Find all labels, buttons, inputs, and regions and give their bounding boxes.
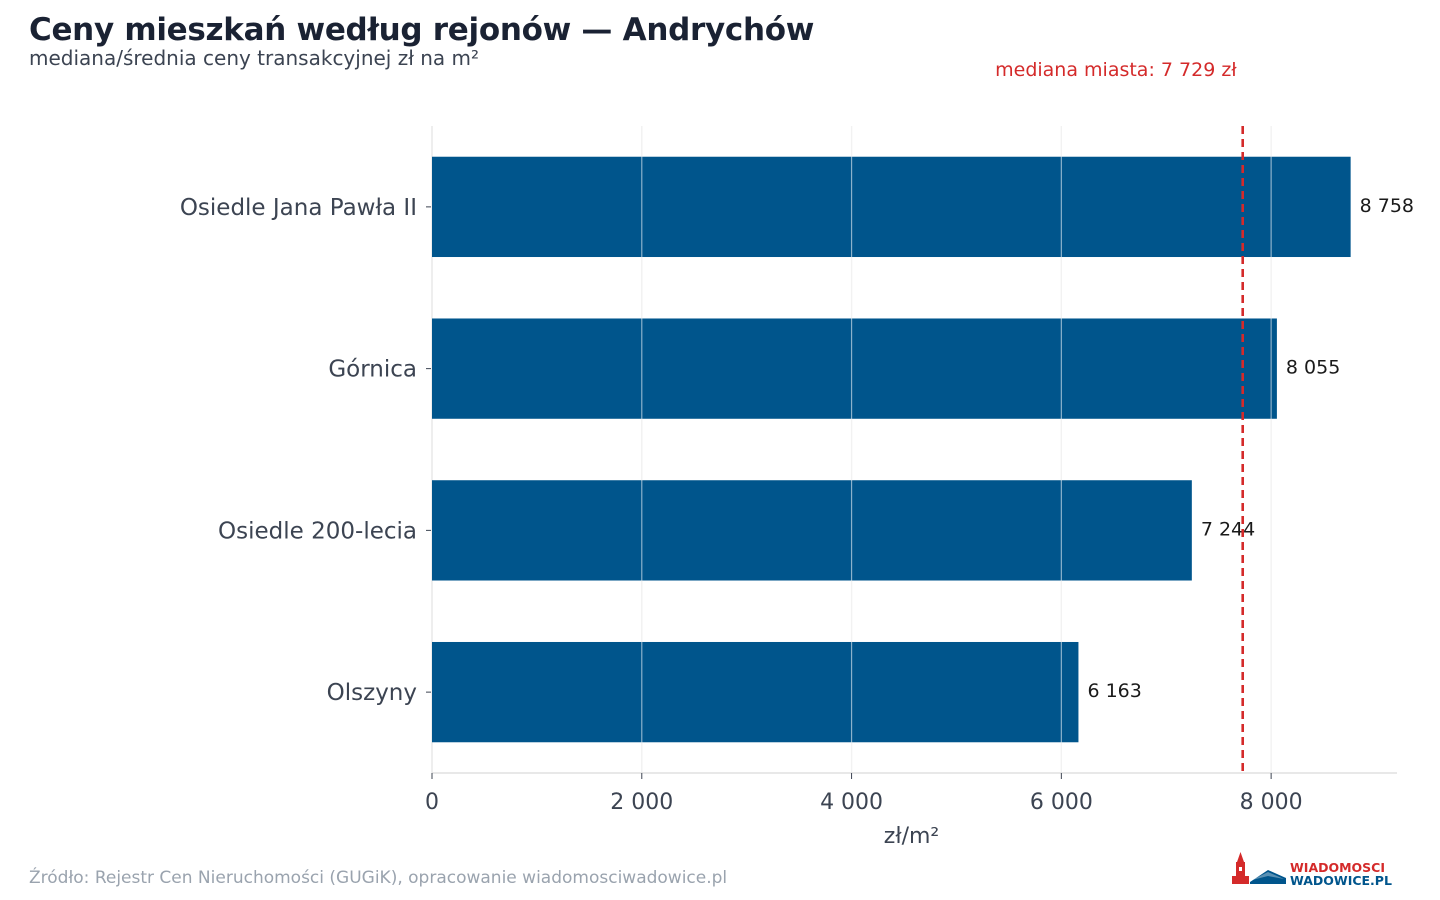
wiadomosci-wadowice-logo: WIADOMOSCI WADOWICE.PL xyxy=(1232,852,1392,888)
x-axis-title: zł/m² xyxy=(884,824,939,849)
logo-text-line2: WADOWICE.PL xyxy=(1290,873,1392,888)
roofline-icon xyxy=(1250,870,1286,884)
y-tick-label-0: Osiedle Jana Pawła II xyxy=(180,195,417,221)
bar-0 xyxy=(432,156,1351,258)
chart-subtitle: mediana/średnia ceny transakcyjnej zł na… xyxy=(29,46,480,70)
median-line-label: mediana miasta: 7 729 zł xyxy=(995,59,1237,81)
y-tick-label-1: Górnica xyxy=(328,357,417,383)
bar-1 xyxy=(432,318,1277,419)
x-tick-label-4: 8 000 xyxy=(1240,790,1303,815)
x-tick-label-0: 0 xyxy=(425,790,439,815)
x-tick-label-1: 2 000 xyxy=(610,790,673,815)
bar-2 xyxy=(432,480,1192,581)
value-label-1: 8 055 xyxy=(1286,357,1340,379)
y-tick-label-3: Olszyny xyxy=(327,680,417,706)
value-label-3: 6 163 xyxy=(1087,680,1141,702)
church-tower-icon xyxy=(1232,852,1249,884)
logo-text-line1: WIADOMOSCI xyxy=(1290,860,1385,875)
x-tick-label-3: 6 000 xyxy=(1030,790,1093,815)
value-label-0: 8 758 xyxy=(1360,195,1414,217)
bar-3 xyxy=(432,641,1079,743)
source-note: Źródło: Rejestr Cen Nieruchomości (GUGiK… xyxy=(29,868,728,888)
y-tick-label-2: Osiedle 200-lecia xyxy=(218,518,417,544)
x-tick-label-2: 4 000 xyxy=(820,790,883,815)
value-label-2: 7 244 xyxy=(1201,518,1255,540)
chart-title: Ceny mieszkań według rejonów — Andrychów xyxy=(29,12,815,48)
